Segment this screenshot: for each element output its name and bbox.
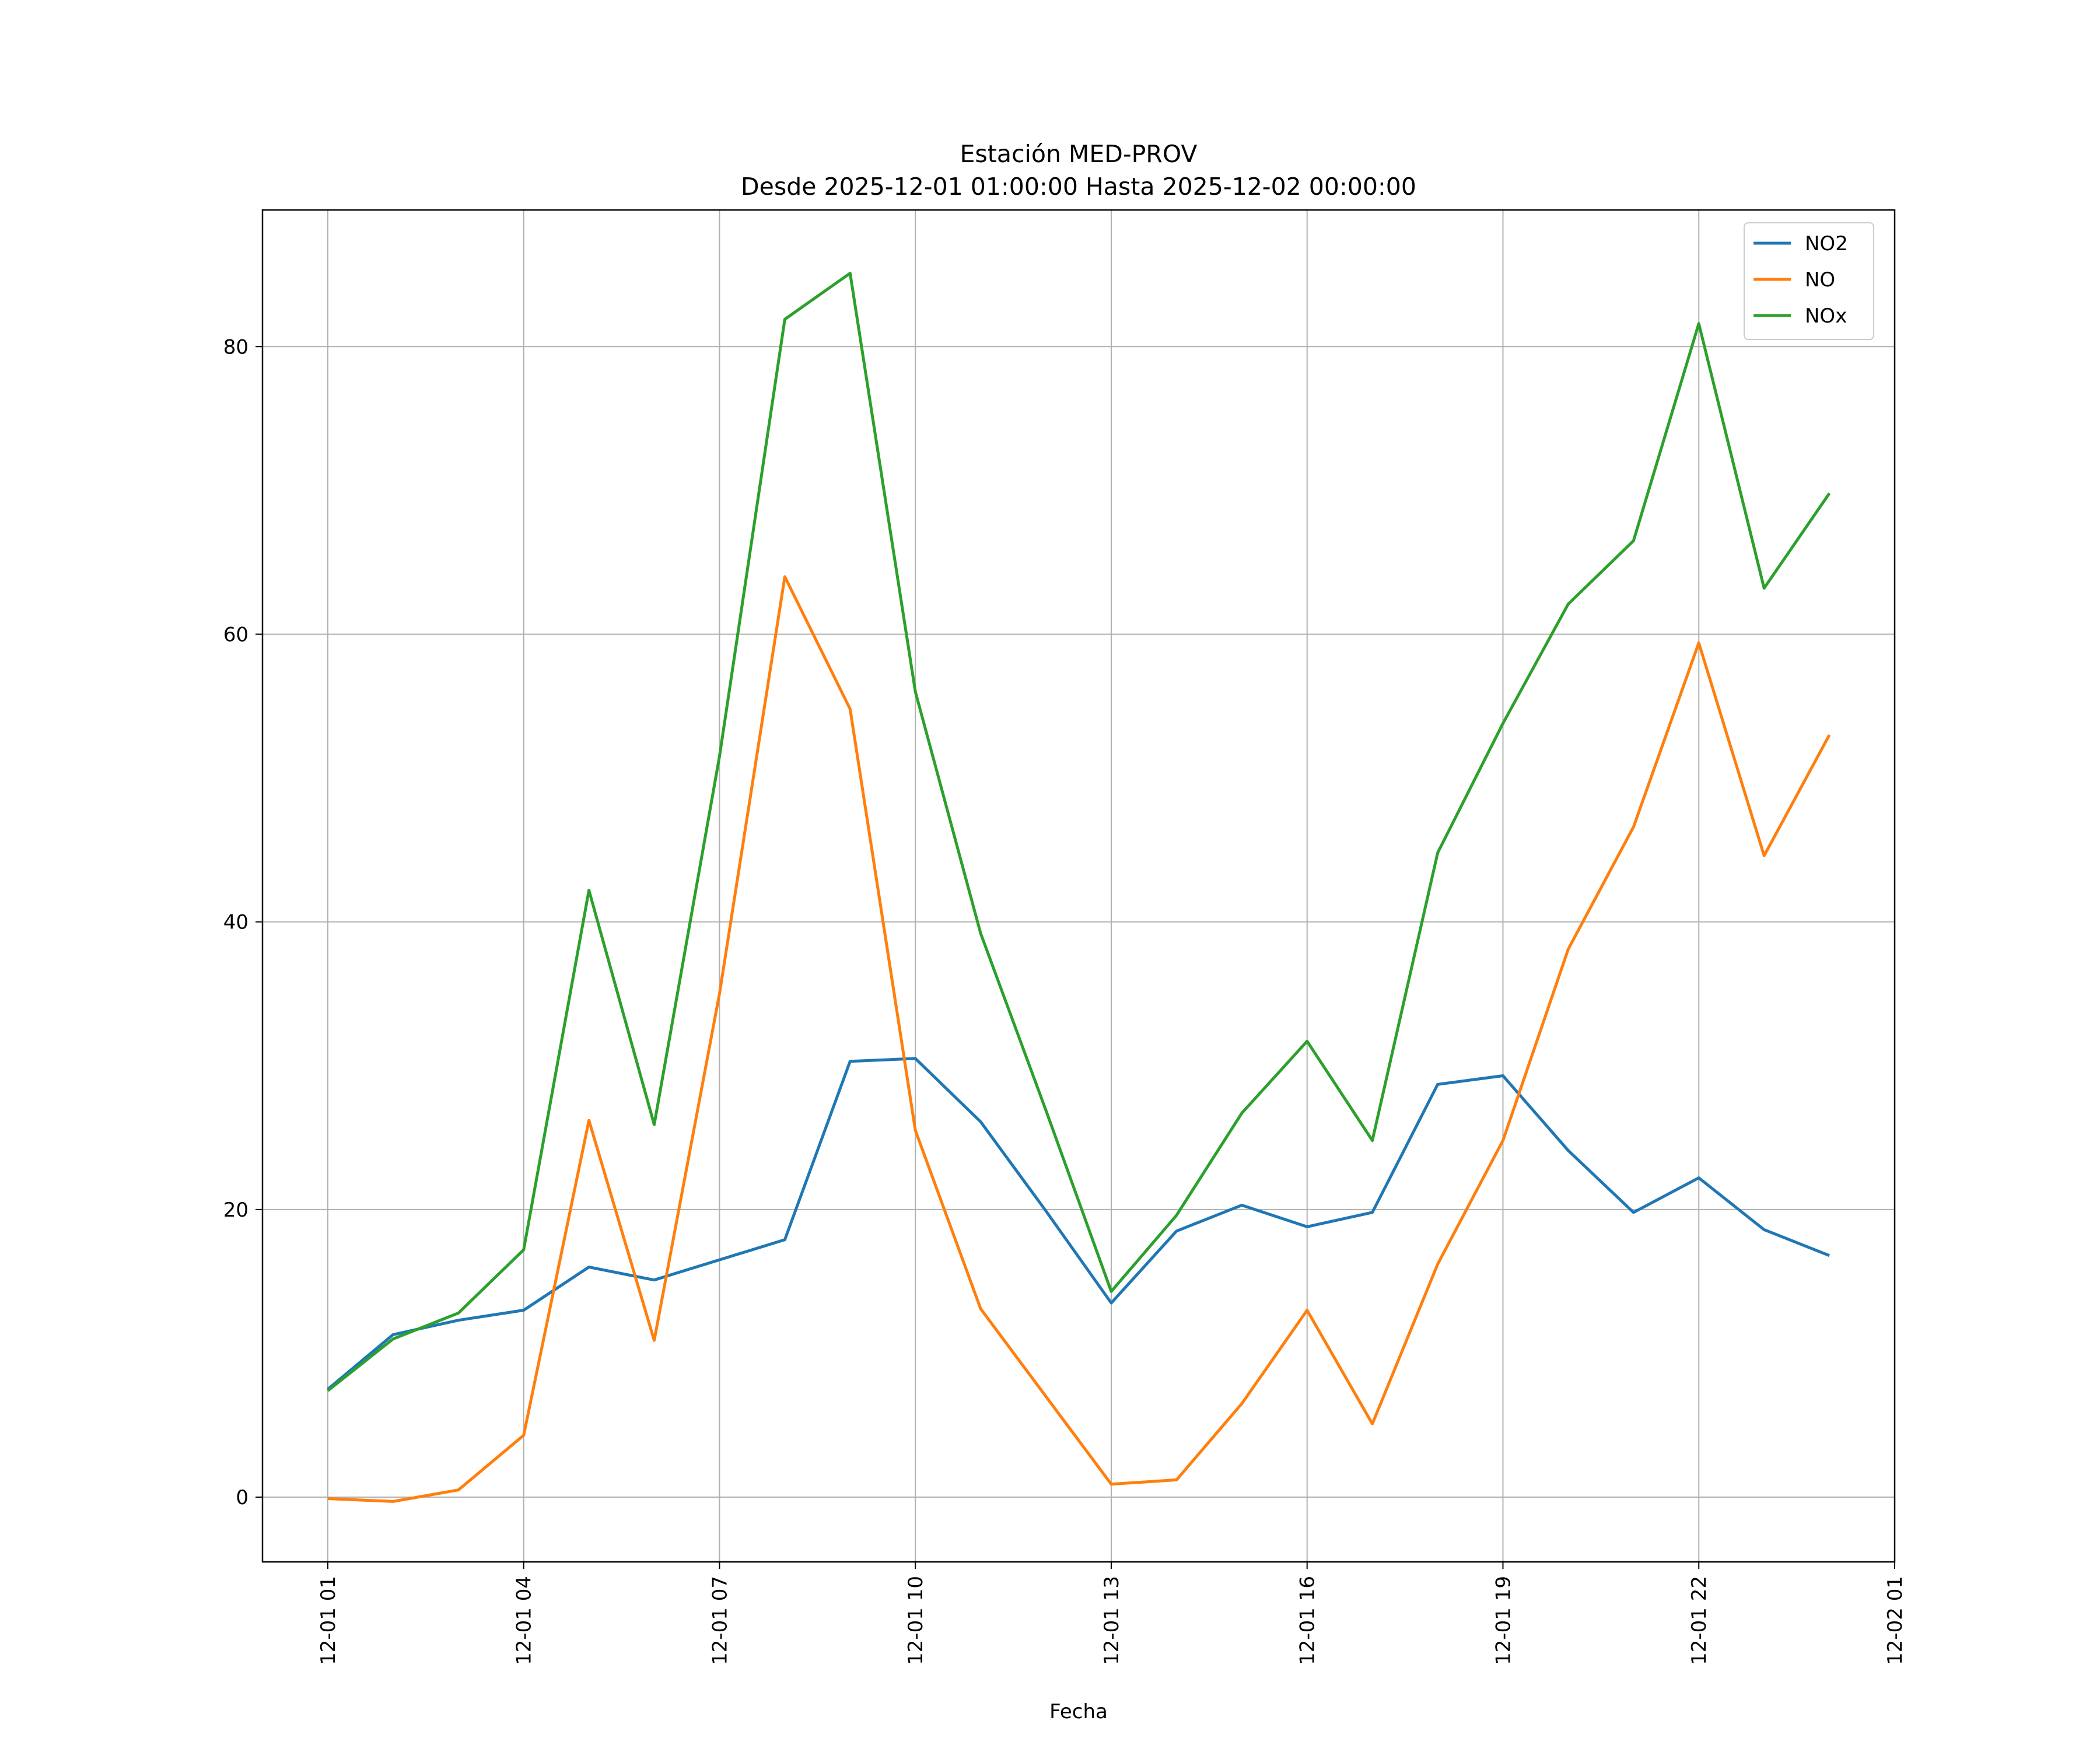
axis-ticks: 12-01 01 12-01 04 12-01 07 12-01 10 12-01 13…: [223, 335, 1907, 1665]
chart-subtitle: Desde 2025-12-01 01:00:00 Hasta 2025-12-…: [741, 173, 1416, 201]
series-lines: [327, 272, 1831, 1503]
x-tick-label: 12-01 10: [904, 1576, 928, 1665]
series-line-no2: [327, 1057, 1831, 1391]
x-tick-label: 12-02 01: [1884, 1576, 1907, 1665]
chart-title: Estación MED-PROV: [960, 140, 1198, 168]
x-tick-label: 12-01 19: [1492, 1576, 1515, 1665]
series-line-nox: [327, 272, 1831, 1392]
x-tick-label: 12-01 22: [1688, 1576, 1711, 1665]
x-tick-label: 12-01 16: [1296, 1576, 1320, 1665]
legend-label-no: NO: [1805, 268, 1835, 292]
y-tick-label: 0: [236, 1486, 249, 1509]
x-tick-label: 12-01 01: [317, 1576, 340, 1665]
legend-label-no2: NO2: [1805, 232, 1848, 255]
x-tick-label: 12-01 13: [1100, 1576, 1124, 1665]
x-axis-label: Fecha: [1049, 1700, 1108, 1723]
x-tick-label: 12-01 04: [513, 1576, 536, 1665]
y-tick-label: 80: [223, 335, 249, 359]
legend-box: [1744, 222, 1874, 340]
y-tick-label: 60: [223, 623, 249, 646]
x-tick-label: 12-01 07: [708, 1576, 732, 1665]
y-tick-label: 40: [223, 911, 249, 934]
legend-label-nox: NOx: [1805, 304, 1847, 328]
series-line-no: [327, 575, 1831, 1503]
y-tick-label: 20: [223, 1199, 249, 1222]
legend: NO2 NO NOx: [1744, 222, 1874, 340]
axes-frame: [261, 209, 1896, 1563]
